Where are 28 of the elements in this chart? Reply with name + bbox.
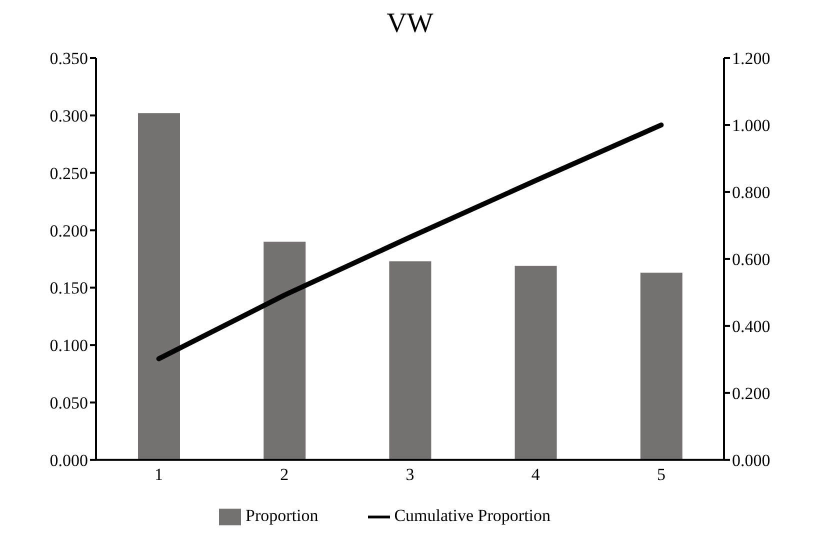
legend-label: Proportion (245, 506, 318, 525)
y-tick-label: 0.100 (50, 336, 88, 356)
x-tick-label: 4 (531, 464, 540, 484)
y-tick-label: 0.000 (50, 450, 88, 470)
chart-title: VW (386, 8, 434, 41)
y-tick-label: 0.300 (50, 106, 88, 126)
y-tick-label: 0.350 (50, 49, 88, 68)
bar (640, 272, 682, 460)
y-tick-label: 0.200 (50, 221, 88, 240)
y2-tick-label: 1.000 (732, 116, 770, 136)
x-tick-label: 3 (406, 464, 414, 484)
bar (138, 113, 180, 460)
y-tick-label: 0.150 (50, 278, 88, 298)
bar (389, 261, 432, 460)
y2-tick-label: 0.600 (732, 250, 770, 269)
y-tick-label: 0.050 (50, 394, 88, 413)
x-tick-label: 5 (656, 464, 666, 484)
y2-tick-label: 1.200 (732, 49, 770, 68)
y2-tick-label: 0.400 (732, 316, 770, 336)
bar (264, 242, 306, 460)
x-tick-label: 2 (280, 464, 289, 484)
y2-tick-label: 0.200 (732, 384, 770, 403)
y2-tick-label: 0.000 (732, 450, 770, 470)
y2-tick-label: 0.800 (732, 183, 770, 202)
x-tick-label: 1 (154, 464, 164, 484)
y-tick-label: 0.250 (50, 164, 88, 183)
legend-label: Cumulative Proportion (394, 506, 551, 525)
bar (514, 266, 557, 460)
